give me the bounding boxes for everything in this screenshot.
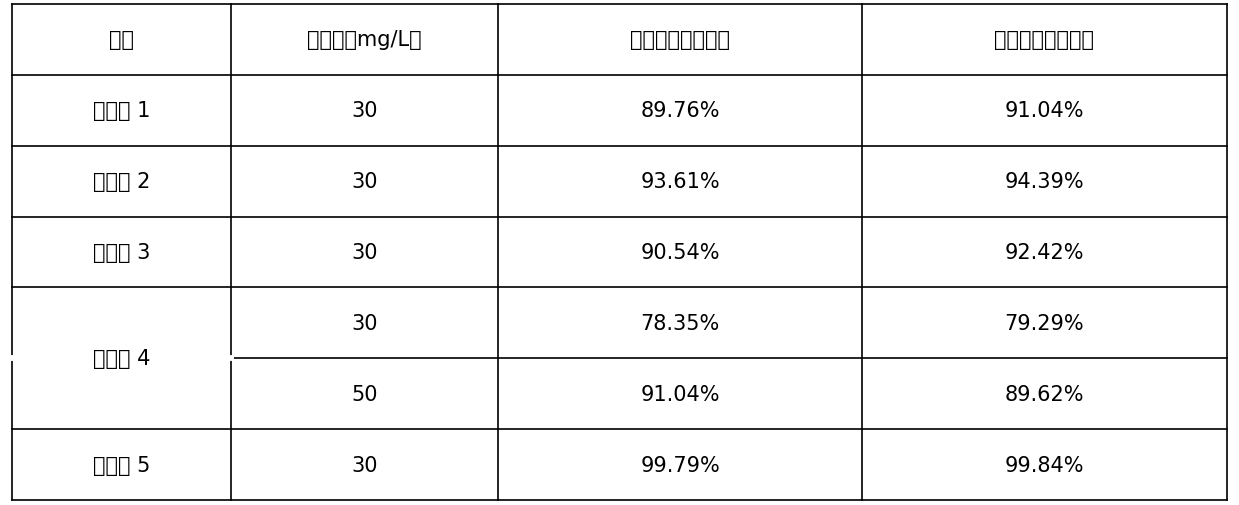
Text: 30: 30 xyxy=(352,313,378,333)
Text: 30: 30 xyxy=(352,242,378,263)
Text: 78.35%: 78.35% xyxy=(641,313,720,333)
Text: 投加量（mg/L）: 投加量（mg/L） xyxy=(307,30,421,50)
Text: 30: 30 xyxy=(352,454,378,475)
Text: 91.04%: 91.04% xyxy=(641,384,720,404)
Text: 79.29%: 79.29% xyxy=(1005,313,1084,333)
Text: 实施例 4: 实施例 4 xyxy=(93,348,150,369)
Text: 实施例 5: 实施例 5 xyxy=(93,454,150,475)
Text: 89.76%: 89.76% xyxy=(641,101,720,121)
Text: 90.54%: 90.54% xyxy=(641,242,720,263)
Text: 实施例 1: 实施例 1 xyxy=(93,101,150,121)
Text: 实施例 2: 实施例 2 xyxy=(93,172,150,192)
Text: 94.39%: 94.39% xyxy=(1005,172,1084,192)
Text: 93.61%: 93.61% xyxy=(641,172,720,192)
Text: 91.04%: 91.04% xyxy=(1005,101,1084,121)
Text: 50: 50 xyxy=(352,384,378,404)
Text: 99.79%: 99.79% xyxy=(641,454,720,475)
Text: 30: 30 xyxy=(352,101,378,121)
Text: 99.84%: 99.84% xyxy=(1005,454,1084,475)
Text: 阻垃率（碳酸馒）: 阻垃率（碳酸馒） xyxy=(631,30,730,50)
Text: 阻垃率（磷酸馒）: 阻垃率（磷酸馒） xyxy=(995,30,1094,50)
Text: 实施例 3: 实施例 3 xyxy=(93,242,150,263)
Text: 样品: 样品 xyxy=(109,30,134,50)
Text: 92.42%: 92.42% xyxy=(1005,242,1084,263)
Text: 89.62%: 89.62% xyxy=(1005,384,1084,404)
Text: 30: 30 xyxy=(352,172,378,192)
